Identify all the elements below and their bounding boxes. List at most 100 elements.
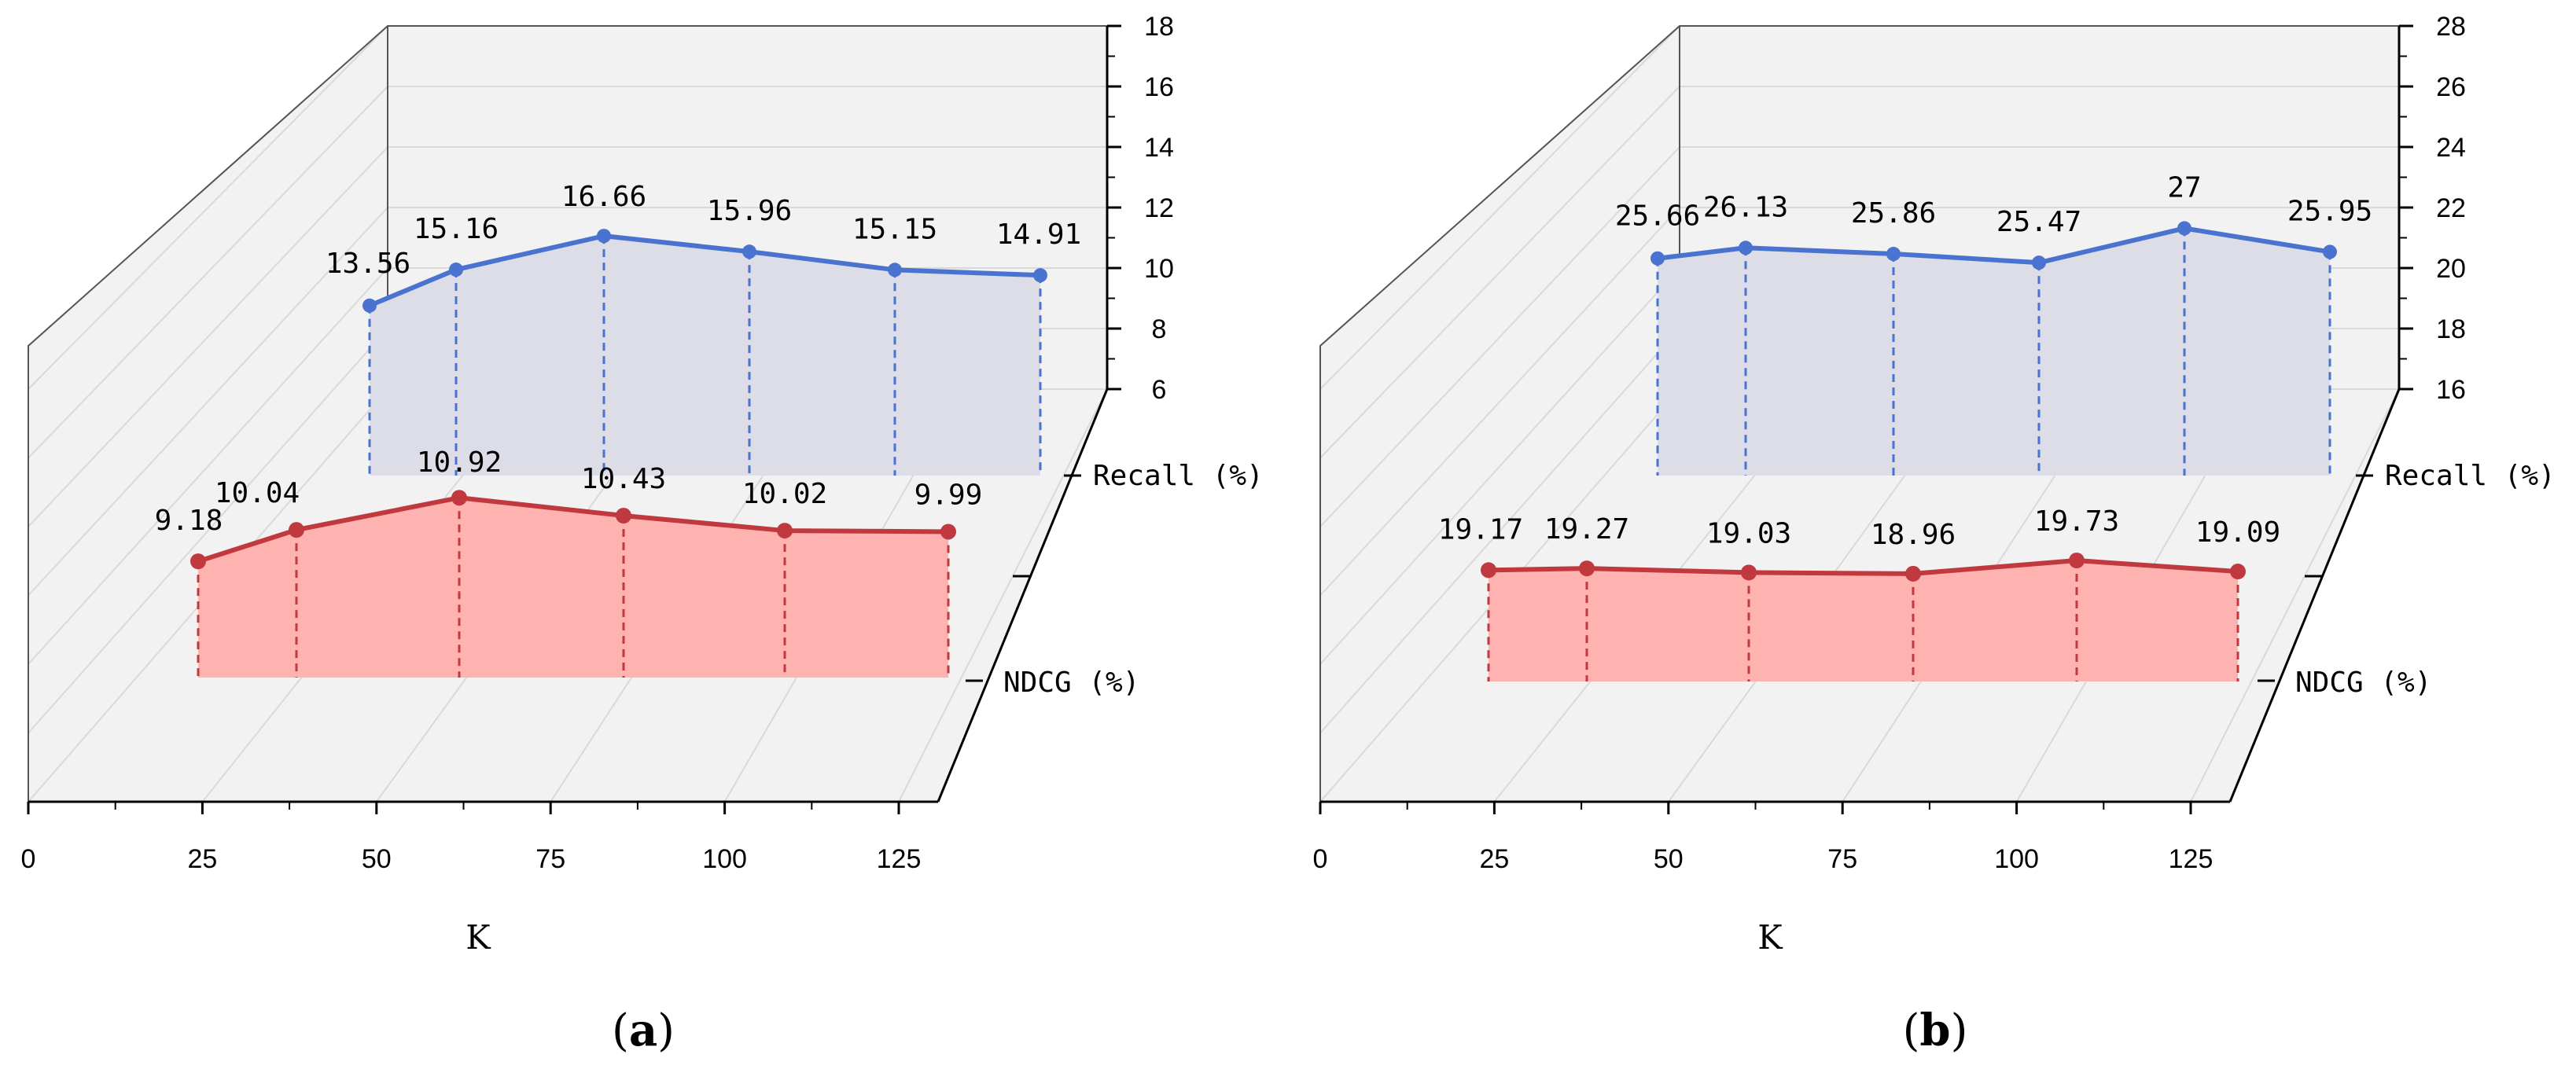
ndcg-data-label: 19.73 [2034,505,2119,538]
recall-point [888,263,902,277]
ndcg-data-label: 10.92 [417,446,502,479]
recall-data-label: 13.56 [326,248,410,280]
left-gridline [1319,86,1680,459]
x-tick-label: 125 [877,844,922,874]
recall-point [1033,268,1047,283]
recall-point [2177,221,2191,236]
ndcg-data-label: 19.27 [1544,513,1629,546]
recall-point [362,298,377,313]
series-label-ndcg: NDCG (%) [2295,667,2431,699]
x-tick-label: 0 [21,844,36,874]
recall-point [1650,251,1665,266]
x-tick-label: 75 [1827,844,1857,874]
left-gridline [1319,25,1680,390]
ndcg-point [1741,564,1757,581]
ndcg-data-label: 19.09 [2195,516,2280,549]
x-tick-label: 100 [702,844,747,874]
left-gridline [1319,146,1680,527]
left-gridline [28,328,388,734]
recall-data-label: 27 [2167,171,2201,204]
z-tick-label: 18 [2436,314,2466,344]
ndcg-point [616,508,631,524]
recall-point [2323,244,2337,259]
ndcg-data-label: 10.02 [742,478,827,510]
z-tick-label: 14 [1144,133,1174,163]
recall-data-label: 25.66 [1615,200,1700,233]
z-tick-label: 20 [2436,254,2466,284]
ndcg-point [2230,564,2246,580]
recall-area [1658,228,2330,476]
recall-data-label: 15.15 [852,213,937,245]
ndcg-data-label: 9.18 [155,505,223,537]
recall-point [1739,241,1753,255]
series-label-recall: Recall (%) [1093,460,1264,492]
recall-point [2032,255,2046,270]
left-wall-pane [28,26,388,802]
pane-edge [28,25,1107,802]
panel-caption: (a) [612,1005,675,1056]
recall-area [370,236,1040,476]
ndcg-line [197,495,949,564]
ndcg-point [1579,560,1595,577]
z-tick-label: 18 [1144,12,1174,42]
x-tick-label: 125 [2169,844,2214,874]
ndcg-area [198,498,948,678]
recall-data-label: 15.96 [707,195,792,227]
recall-point [449,263,463,277]
x-tick-label: 75 [535,844,565,874]
x-axis-title: K [466,918,491,957]
ndcg-data-label: 9.99 [914,479,983,511]
z-tick-label: 6 [1152,375,1167,405]
ndcg-data-label: 10.43 [581,463,666,495]
ndcg-data-label: 19.17 [1438,513,1523,546]
left-gridline [28,207,388,597]
depth-axis-line [2228,388,2401,803]
recall-data-label: 16.66 [561,181,646,213]
ndcg-data-label: 10.04 [215,477,300,509]
recall-data-label: 25.95 [2287,195,2372,227]
ndcg-line [1488,558,2239,576]
ndcg-point [1481,562,1496,579]
z-tick-label: 16 [1144,72,1174,102]
z-tick-label: 8 [1152,314,1167,344]
recall-line [368,233,1041,308]
left-gridline [28,146,388,527]
recall-line [1657,226,2331,266]
recall-point [1886,247,1901,262]
ndcg-point [940,523,956,540]
recall-data-label: 25.86 [1851,197,1936,230]
z-tick-label: 28 [2436,12,2466,42]
z-tick-label: 22 [2436,193,2466,223]
z-tick-label: 16 [2436,375,2466,405]
ndcg-data-label: 19.03 [1706,517,1791,549]
caption-letter: b [1919,1005,1950,1056]
ndcg-point [451,490,467,506]
ndcg-point [2069,553,2085,569]
z-tick-label: 12 [1144,193,1174,223]
x-tick-label: 50 [362,844,392,874]
series-label-recall: Recall (%) [2385,460,2556,492]
x-tick-label: 100 [1994,844,2039,874]
recall-data-label: 14.91 [996,219,1081,251]
ndcg-point [777,523,793,539]
ndcg-point [190,553,206,570]
series-label-ndcg: NDCG (%) [1003,667,1139,699]
ndcg-area [1489,560,2238,681]
pane-edge [1319,25,2399,802]
left-gridline [1319,267,1680,665]
left-gridline [28,267,388,665]
z-tick-label: 24 [2436,133,2466,163]
chart-panel-a: 0 25 50 75 100 125 6 8 10 12 14 16 18 Recall (%) NDCG … [21,12,1264,1056]
recall-point [597,229,611,244]
floor-gridline [898,388,1108,803]
left-gridline [28,86,388,459]
floor-gridline [2190,388,2400,803]
z-tick-label: 26 [2436,72,2466,102]
caption-letter: a [629,1005,657,1056]
depth-axis-line [937,388,1109,803]
panel-caption: (b) [1903,1005,1968,1056]
ndcg-data-label: 18.96 [1871,519,1956,551]
recall-data-label: 25.47 [1996,206,2081,238]
z-tick-label: 10 [1144,254,1174,284]
left-gridline [1319,328,1680,734]
